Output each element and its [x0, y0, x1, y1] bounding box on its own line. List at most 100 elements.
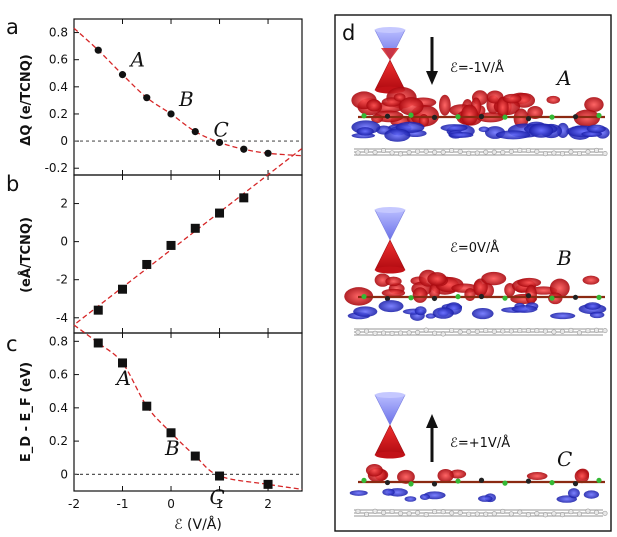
y-tick-label-c-1: 0.2	[49, 434, 68, 448]
panel-letter-c: c	[6, 332, 18, 356]
graphene-atom-C-1	[364, 511, 370, 517]
molecule-atom-A-0	[361, 113, 367, 119]
data-point-a-4	[191, 127, 199, 136]
graphene-atom-B-28	[593, 327, 599, 333]
graphene-atom-C-19	[517, 509, 523, 515]
molecule-atom-B-10	[596, 294, 602, 300]
graphene-atom-A-9	[432, 149, 438, 155]
graphene-atom-A-22	[542, 151, 548, 157]
fit-curve-c	[73, 324, 303, 490]
graphene-atom-C-20	[525, 512, 531, 518]
graphene-atom-C-28	[593, 509, 599, 515]
graphene-atom-C-25	[568, 509, 574, 515]
graphene-atom-C-27	[585, 508, 591, 514]
dirac-cone-rim-B	[375, 207, 405, 213]
graphene-atom-B-21	[534, 328, 540, 334]
graphene-atom-A-25	[568, 149, 574, 155]
graphene-atom-B-6	[406, 330, 412, 336]
graphene-atom-C-21	[534, 511, 540, 517]
graphene-atom-C-29	[602, 510, 608, 516]
molecule-atom-B-1	[384, 296, 391, 302]
graphene-atom-B-15	[483, 328, 489, 334]
panel-c-frame	[73, 332, 303, 492]
charge-density-red-C-6	[437, 468, 454, 483]
charge-density-red-C-5	[397, 469, 415, 484]
charge-density-blue-B-14	[589, 311, 605, 319]
charge-density-red-C-4	[365, 464, 383, 477]
panel-letter-d: d	[342, 21, 355, 45]
graphene-atom-A-13	[466, 150, 472, 156]
panel-a-plot: -0.2 0 0.2 0.4 0.6 0.8 A BC	[45, 19, 303, 175]
molecule-atom-A-3	[431, 114, 438, 121]
charge-density-red-B-13	[381, 288, 406, 298]
panel-letter-a: a	[6, 15, 19, 39]
panel-c-plot: 0 0.2 0.4 0.6 0.8 A B C	[49, 324, 303, 509]
y-tick-label-a-4: 0.6	[49, 53, 68, 67]
data-point-b-2	[142, 259, 152, 269]
y-tick-label-c-2: 0.4	[49, 401, 68, 415]
graphene-atom-C-16	[491, 511, 497, 517]
molecule-atom-A-8	[549, 114, 555, 120]
molecule-atom-B-2	[408, 295, 414, 301]
charge-density-red-B-24	[517, 277, 542, 288]
graphene-atom-B-3	[381, 330, 387, 336]
charge-density-blue-A-26	[384, 128, 411, 142]
data-point-a-1	[118, 71, 127, 79]
graphene-atom-C-14	[474, 511, 480, 517]
charge-density-red-B-21	[412, 287, 428, 303]
molecule-atom-C-0	[361, 477, 367, 483]
graphene-atom-C-24	[559, 512, 565, 518]
data-point-c-3	[166, 428, 176, 438]
molecule-atom-C-4	[455, 478, 461, 484]
graphene-atom-A-16	[491, 149, 497, 155]
charge-density-blue-B-18	[550, 312, 576, 320]
data-point-a-3	[167, 110, 175, 118]
charge-density-red-A-28	[393, 93, 406, 102]
molecule-atom-B-4	[455, 294, 461, 300]
graphene-atom-C-5	[398, 510, 404, 516]
graphene-atom-B-17	[500, 328, 506, 334]
point-label-c-B: B	[164, 436, 180, 460]
data-point-a-6	[240, 145, 248, 153]
charge-density-blue-B-17	[584, 302, 601, 310]
molecule-atom-B-7	[525, 293, 532, 299]
graphene-atom-C-13	[466, 511, 472, 517]
graphene-atom-B-12	[457, 329, 463, 335]
data-point-c-4	[190, 451, 200, 461]
panel-c: 0 0.2 0.4 0.6 0.8 A B C	[49, 324, 303, 509]
molecule-atom-C-2	[408, 481, 414, 487]
charge-density-red-C-7	[574, 469, 590, 484]
graphene-atom-B-13	[466, 329, 472, 335]
graphene-atom-C-2	[372, 508, 378, 514]
point-label-c-C: C	[210, 485, 225, 509]
charge-density-blue-C-0	[404, 496, 417, 502]
graphene-atom-A-29	[602, 151, 608, 157]
data-point-b-5	[215, 208, 225, 218]
molecule-atom-C-10	[596, 477, 602, 483]
charge-density-blue-A-16	[478, 126, 490, 133]
data-point-b-6	[239, 193, 249, 203]
molecule-atom-C-6	[502, 480, 508, 486]
dirac-cone-rim-A	[375, 27, 405, 33]
charge-density-red-A-32	[546, 95, 561, 104]
charge-density-blue-C-7	[382, 488, 395, 496]
fit-curve-a	[73, 27, 303, 157]
panel-b-frame	[73, 174, 303, 334]
molecule-atom-B-3	[431, 295, 438, 302]
charge-density-blue-B-13	[471, 308, 494, 320]
molecule-atom-A-7	[525, 116, 532, 122]
charge-density-red-A-27	[513, 108, 529, 129]
graphene-atom-A-4	[389, 150, 395, 156]
graphene-atom-B-0	[355, 329, 361, 335]
graphene-atom-A-0	[355, 150, 361, 156]
graphene-atom-B-11	[449, 327, 455, 333]
charge-density-red-B-30	[548, 292, 563, 305]
graphene-atom-B-2	[372, 330, 378, 336]
point-label-a-B: B	[178, 87, 194, 111]
graphene-atom-A-14	[474, 150, 480, 156]
charge-density-blue-A-22	[495, 130, 531, 140]
panel-b-plot: -4 -2 0 2	[56, 147, 303, 333]
y-axis-label-b: (eÅ/TCNQ)	[18, 217, 34, 293]
molecule-atom-C-8	[549, 480, 555, 486]
